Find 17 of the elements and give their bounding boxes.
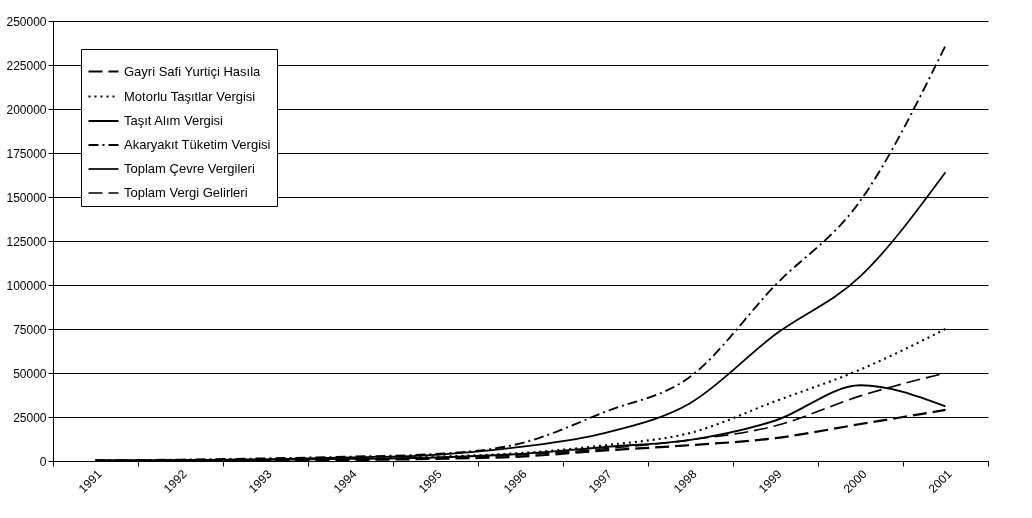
y-tick-label: 75000	[13, 322, 47, 337]
legend-label: Gayri Safi Yurtiçi Hasıla	[124, 63, 262, 79]
legend-label: Toplam Vergi Gelirleri	[124, 185, 248, 200]
y-tick-label: 225000	[6, 58, 47, 73]
y-tick-label: 200000	[6, 102, 47, 117]
y-tick-label: 175000	[6, 146, 47, 161]
legend-label: Motorlu Taşıtlar Vergisi	[124, 88, 256, 104]
legend-label: Akaryakıt Tüketim Vergisi	[124, 137, 271, 152]
y-tick-label: 125000	[6, 234, 47, 249]
y-tick-label: 25000	[13, 410, 47, 425]
y-tick-label: 50000	[13, 366, 47, 381]
y-tick-label: 100000	[6, 278, 47, 293]
legend-label: Toplam Çevre Vergileri	[124, 161, 255, 176]
y-tick-label: 0	[39, 454, 47, 469]
legend-label: Taşıt Alım Vergisi	[124, 113, 224, 128]
y-tick-label: 250000	[6, 14, 47, 29]
y-tick-label: 150000	[6, 190, 47, 205]
